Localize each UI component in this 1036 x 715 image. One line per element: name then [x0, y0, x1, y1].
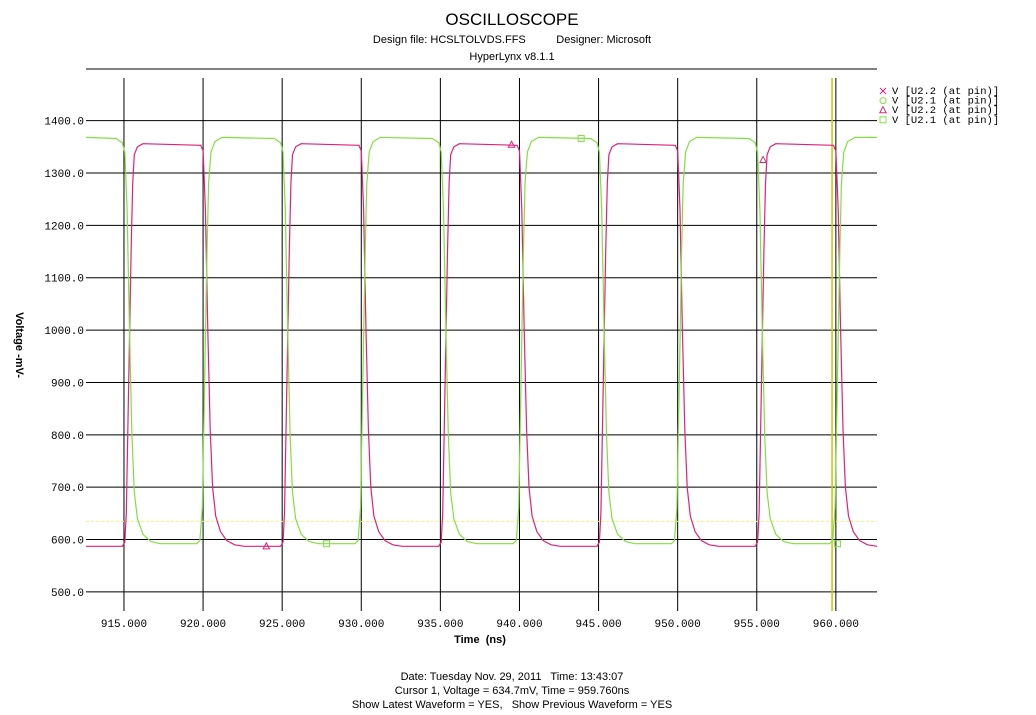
x-tick-label: 960.000 [813, 619, 859, 631]
version-line: HyperLynx v8.1.1 [469, 51, 554, 63]
design-file-line: Design file: HCSLTOLVDS.FFS Designer: Mi… [373, 34, 651, 46]
x-tick-label: 930.000 [338, 619, 384, 631]
cursor-readout: Cursor 1, Voltage = 634.7mV, Time = 959.… [395, 685, 630, 697]
y-tick-label: 1400.0 [44, 117, 84, 129]
x-tick-label: 925.000 [259, 619, 305, 631]
series-3-marker [322, 540, 330, 548]
x-tick-label: 955.000 [734, 619, 780, 631]
y-tick-label: 1000.0 [44, 326, 84, 338]
plot-grid [86, 78, 877, 611]
x-tick-label: 915.000 [101, 619, 147, 631]
legend-label: V [U2.2 (at pin)] [892, 105, 999, 117]
series-2-marker [262, 541, 271, 550]
legend-marker-2 [878, 105, 888, 114]
y-tick-label: 1300.0 [44, 169, 84, 181]
x-tick-label: 945.000 [575, 619, 621, 631]
legend-label: V [U2.2 (at pin)] [892, 86, 999, 98]
series-0-line [86, 143, 878, 547]
y-tick-label: 800.0 [51, 431, 84, 443]
legend-marker-0 [879, 87, 887, 95]
y-tick-label: 500.0 [51, 588, 84, 600]
y-axis-title: Voltage -mV- [13, 312, 25, 378]
y-tick-label: 600.0 [51, 536, 84, 548]
y-tick-label: 1200.0 [44, 221, 84, 233]
y-tick-label: 900.0 [51, 378, 84, 390]
y-tick-label: 1100.0 [44, 274, 84, 286]
show-waveform-line: Show Latest Waveform = YES, Show Previou… [352, 699, 672, 711]
series-1-line [85, 136, 877, 545]
legend-label: V [U2.1 (at pin)] [892, 115, 999, 127]
legend-marker-1 [879, 97, 887, 105]
legend-marker-3 [879, 116, 887, 124]
x-tick-label: 920.000 [180, 619, 226, 631]
series-3-marker [833, 540, 841, 548]
y-tick-label: 700.0 [51, 483, 84, 495]
x-tick-label: 940.000 [496, 619, 542, 631]
x-tick-label: 950.000 [655, 619, 701, 631]
waveform-markers [262, 134, 841, 550]
chart-title: OSCILLOSCOPE [445, 10, 578, 29]
x-axis-title: Time (ns) [454, 634, 506, 646]
series-2-marker [507, 140, 516, 148]
legend: V [U2.2 (at pin)]V [U2.1 (at pin)]V [U2.… [878, 86, 999, 127]
waveform-traces [85, 136, 878, 547]
x-tick-label: 935.000 [417, 619, 463, 631]
legend-label: V [U2.1 (at pin)] [892, 96, 999, 108]
x-tick-labels: 915.000 920.000 925.000 930.000 935.000 940.0… [101, 619, 859, 631]
series-3-marker [577, 134, 585, 142]
y-tick-labels: 500.0 600.0 700.0 800.0 900.0 1000.0 1100.0 120… [44, 117, 84, 600]
series-2-marker [759, 155, 768, 163]
date-time-line: Date: Tuesday Nov. 29, 2011 Time: 13:43:… [401, 671, 624, 683]
